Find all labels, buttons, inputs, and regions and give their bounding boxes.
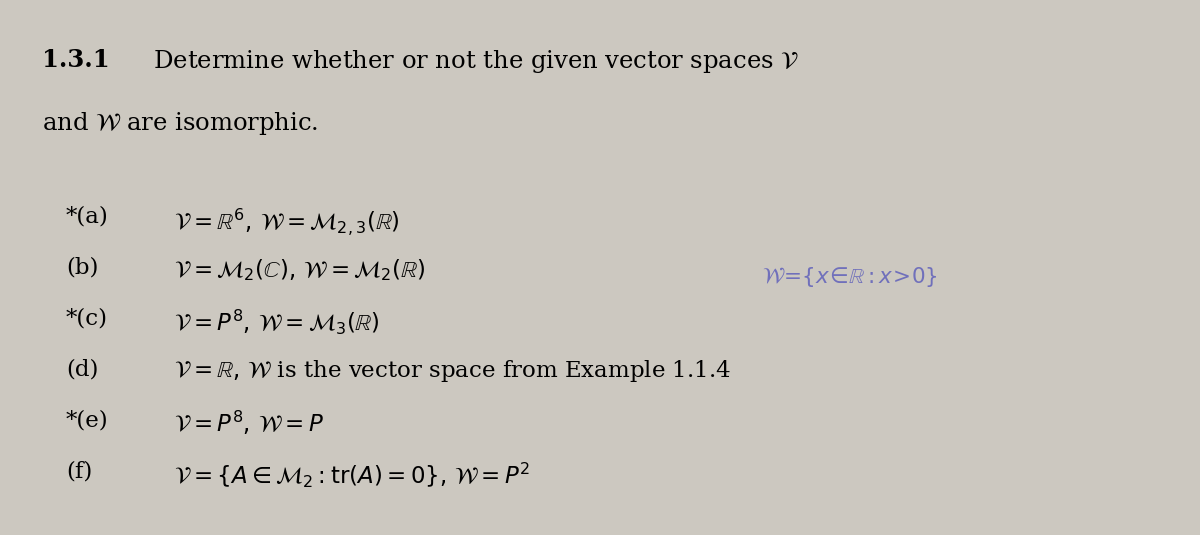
Text: (b): (b) (66, 257, 98, 279)
Text: $\mathcal{W}\!=\!\{x\!\in\!\mathbb{R}:x\!>\!0\}$: $\mathcal{W}\!=\!\{x\!\in\!\mathbb{R}:x\… (762, 265, 937, 289)
Text: *(e): *(e) (66, 409, 109, 431)
Text: $\mathcal{V} = \mathbb{R},\, \mathcal{W}$ is the vector space from Example 1.1.4: $\mathcal{V} = \mathbb{R},\, \mathcal{W}… (174, 358, 731, 385)
Text: $\mathcal{V} = \{A \in \mathcal{M}_2 : \mathrm{tr}(A) = 0\},\, \mathcal{W} = P^2: $\mathcal{V} = \{A \in \mathcal{M}_2 : \… (174, 460, 530, 489)
Text: Determine whether or not the given vector spaces $\mathcal{V}$: Determine whether or not the given vecto… (138, 48, 799, 75)
Text: $\mathcal{V} = \mathbb{R}^6,\, \mathcal{W} = \mathcal{M}_{2,3}(\mathbb{R})$: $\mathcal{V} = \mathbb{R}^6,\, \mathcal{… (174, 206, 400, 237)
Text: $\mathcal{V} = P^8,\, \mathcal{W} = \mathcal{M}_3(\mathbb{R})$: $\mathcal{V} = P^8,\, \mathcal{W} = \mat… (174, 308, 379, 337)
Text: (f): (f) (66, 460, 92, 482)
Text: *(a): *(a) (66, 206, 109, 228)
Text: $\mathcal{V} = P^8,\, \mathcal{W} = P$: $\mathcal{V} = P^8,\, \mathcal{W} = P$ (174, 409, 324, 438)
Text: *(c): *(c) (66, 308, 108, 330)
Text: 1.3.1: 1.3.1 (42, 48, 109, 72)
Text: and $\mathcal{W}$ are isomorphic.: and $\mathcal{W}$ are isomorphic. (42, 110, 318, 136)
Text: (d): (d) (66, 358, 98, 380)
Text: $\mathcal{V} = \mathcal{M}_2(\mathbb{C}),\, \mathcal{W} = \mathcal{M}_2(\mathbb{: $\mathcal{V} = \mathcal{M}_2(\mathbb{C})… (174, 257, 425, 282)
